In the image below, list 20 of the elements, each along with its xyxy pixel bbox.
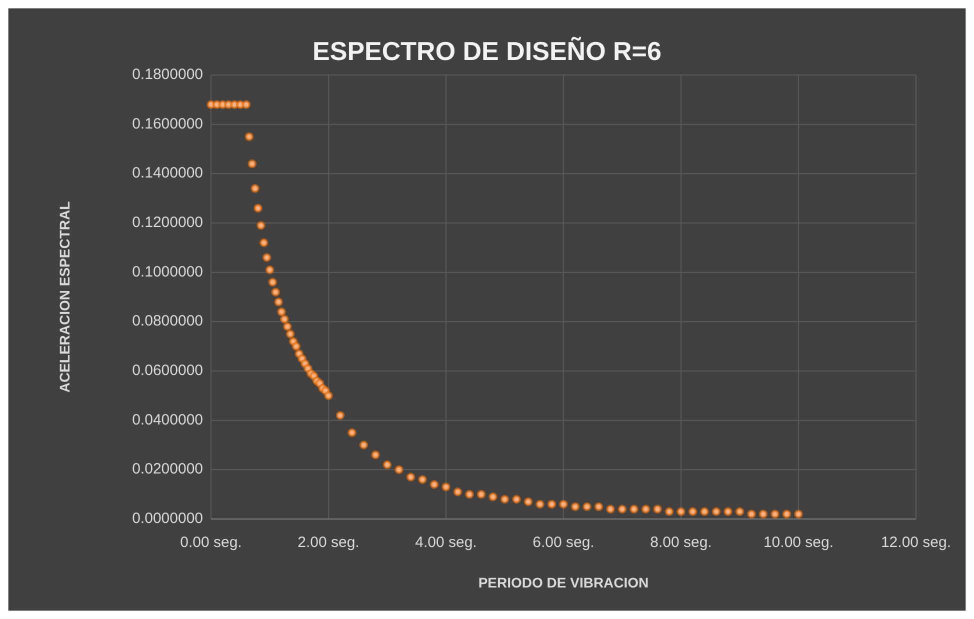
y-tick-label: 0.0200000 — [132, 460, 203, 478]
x-tick-label: 8.00 seg. — [650, 534, 712, 551]
x-tick-label: 4.00 seg. — [415, 534, 477, 551]
y-tick-label: 0.1800000 — [132, 66, 203, 83]
x-tick-label: 10.00 seg. — [763, 534, 834, 551]
y-tick-label: 0.1600000 — [132, 115, 203, 132]
y-tick-label: 0.1200000 — [132, 214, 203, 231]
x-tick-label: 12.00 seg. — [880, 534, 952, 551]
y-tick-label: 0.0000000 — [132, 510, 203, 527]
y-tick-label: 0.0400000 — [132, 411, 203, 428]
x-tick-label: 6.00 seg. — [532, 534, 594, 551]
y-tick-label: 0.0600000 — [132, 362, 203, 379]
y-tick-label: 0.0800000 — [132, 312, 203, 330]
y-axis-title: ACELERACION ESPECTRAL — [56, 200, 73, 393]
x-axis-title: PERIODO DE VIBRACION — [478, 574, 649, 591]
chart-title: ESPECTRO DE DISEÑO R=6 — [312, 36, 662, 66]
x-tick-label: 2.00 seg. — [298, 534, 360, 551]
y-tick-label: 0.1000000 — [132, 263, 203, 280]
y-tick-label: 0.1400000 — [132, 164, 203, 182]
x-tick-label: 0.00 seg. — [180, 534, 242, 551]
